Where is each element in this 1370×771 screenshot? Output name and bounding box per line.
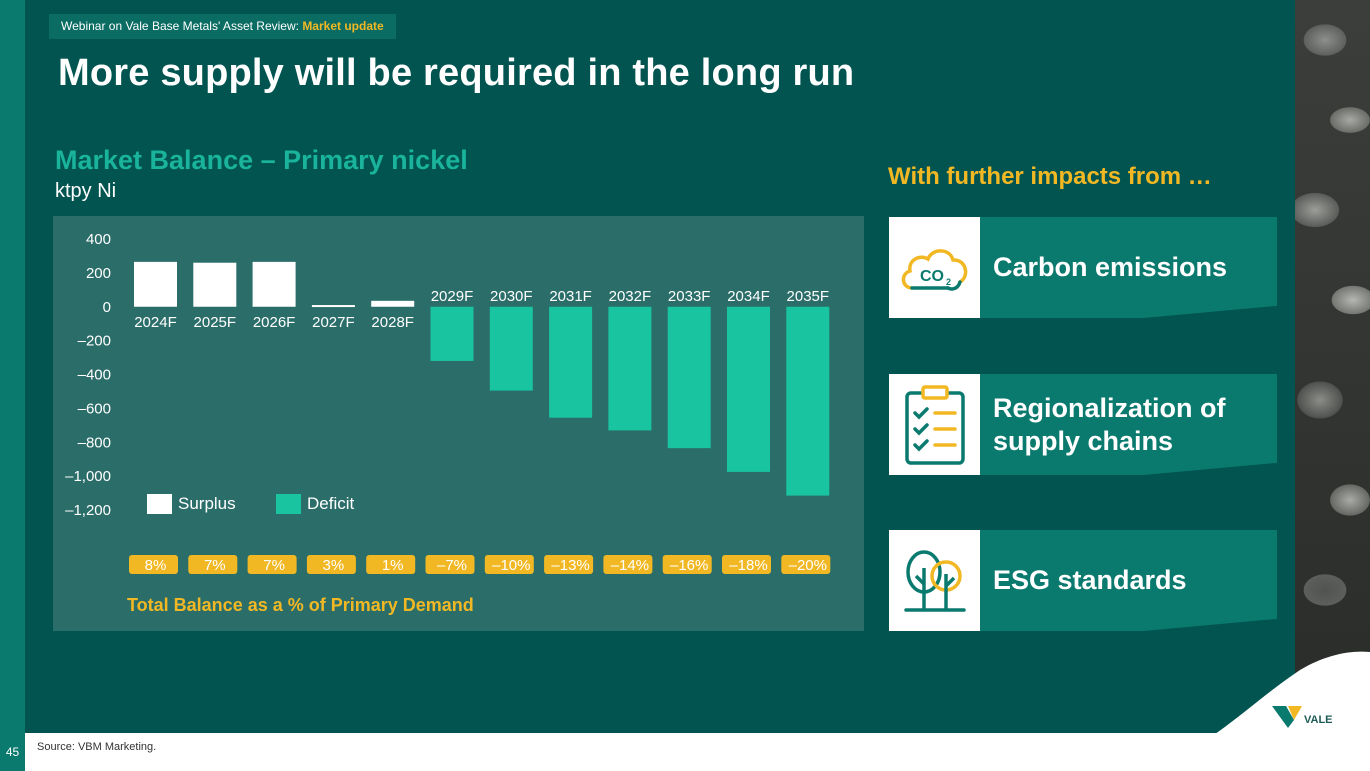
trees-icon (903, 549, 966, 612)
balance-pct-label: 3% (323, 557, 345, 574)
x-tick-label: 2029F (431, 288, 474, 305)
y-tick-label: –1,000 (65, 468, 111, 485)
surplus-bar (134, 261, 177, 307)
surplus-bar (252, 261, 296, 307)
deficit-bar (786, 306, 830, 496)
balance-pct-label: –7% (437, 557, 467, 574)
svg-text:CO: CO (920, 268, 944, 285)
legend-label-surplus: Surplus (178, 494, 236, 513)
balance-pct-label: 8% (145, 557, 167, 574)
legend-swatch-surplus (147, 494, 172, 514)
impact-card-carbon: CO 2 Carbon emissions (889, 217, 1277, 318)
impact-card-esg: ESG standards (889, 530, 1277, 631)
webinar-prefix: Webinar on Vale Base Metals' Asset Revie… (61, 19, 299, 33)
balance-pct-label: 7% (263, 557, 285, 574)
y-tick-label: –400 (78, 367, 111, 384)
x-tick-label: 2034F (727, 288, 770, 305)
y-tick-label: 0 (103, 299, 111, 316)
balance-pct-pill (662, 555, 712, 574)
deficit-bar (608, 306, 652, 431)
bottom-right-curve (1130, 651, 1370, 771)
chart-title: Market Balance – Primary nickel (55, 145, 468, 175)
co2-cloud-icon: CO 2 (901, 248, 967, 291)
balance-pct-label: –16% (670, 557, 708, 574)
x-tick-label: 2024F (134, 314, 177, 331)
balance-pct-title: Total Balance as a % of Primary Demand (127, 595, 474, 615)
balance-pct-pill (722, 555, 771, 574)
impact-label-carbon: Carbon emissions (993, 252, 1228, 282)
balance-pct-label: 7% (204, 557, 226, 574)
y-tick-label: –200 (78, 333, 111, 350)
balance-pct-pill (544, 555, 594, 574)
y-tick-label: –600 (78, 400, 111, 417)
balance-pct-pill (247, 555, 297, 574)
icon-box (889, 530, 980, 631)
impact-card-regionalization: Regionalization of supply chains (889, 374, 1277, 475)
source-note: Source: VBM Marketing. (37, 741, 157, 753)
surplus-bar (311, 305, 355, 308)
vale-logo-text: VALE (1304, 714, 1333, 726)
deficit-bar (549, 306, 593, 418)
balance-pct-pill (188, 555, 238, 574)
deficit-bar (430, 306, 474, 361)
y-tick-label: 200 (86, 265, 111, 282)
balance-pct-pill (781, 555, 831, 574)
balance-pct-pill (603, 555, 653, 574)
icon-box: CO 2 (889, 217, 980, 318)
x-tick-label: 2025F (194, 314, 237, 331)
x-tick-label: 2026F (253, 314, 296, 331)
clipboard-checklist-icon (904, 384, 965, 465)
y-tick-label: –1,200 (65, 502, 111, 519)
x-tick-label: 2031F (549, 288, 592, 305)
legend-label-deficit: Deficit (307, 494, 355, 513)
surplus-bar (193, 262, 237, 307)
x-tick-label: 2035F (787, 288, 830, 305)
balance-pct-label: –20% (789, 557, 827, 574)
deficit-bar (727, 306, 770, 472)
legend-swatch-deficit (276, 494, 301, 514)
balance-pct-pill (306, 555, 356, 574)
icon-box (889, 374, 980, 475)
chart-unit: ktpy Ni (55, 180, 117, 202)
vale-logo-icon (1272, 706, 1302, 728)
balance-pct-pill (425, 555, 475, 574)
deficit-bar (489, 306, 533, 391)
label-box: ESG standards (980, 530, 1277, 631)
balance-pct-pill (484, 555, 534, 574)
svg-text:2: 2 (946, 277, 951, 287)
balance-pct-label: 1% (382, 557, 404, 574)
nickel-rocks-image (1295, 0, 1370, 733)
balance-pct-pill (129, 555, 178, 574)
y-tick-label: 400 (86, 231, 111, 248)
impact-label-regionalization: Regionalization of supply chains (993, 392, 1226, 456)
x-tick-label: 2032F (609, 288, 652, 305)
market-balance-chart: 400 200 0 –200 –400 –600 –800 –1,000 –1,200 2024F… (65, 231, 831, 615)
y-tick-label: –800 (78, 434, 111, 451)
surplus-bar (371, 300, 415, 307)
deficit-bar (667, 306, 711, 449)
left-accent-strip (0, 0, 25, 771)
page-title: More supply will be required in the long… (58, 52, 855, 94)
impact-label-esg: ESG standards (993, 565, 1187, 595)
x-tick-label: 2028F (371, 314, 414, 331)
x-tick-label: 2030F (490, 288, 533, 305)
balance-pct-label: –13% (551, 557, 589, 574)
x-tick-label: 2033F (668, 288, 711, 305)
webinar-tag: Webinar on Vale Base Metals' Asset Revie… (49, 14, 396, 39)
page-number: 45 (5, 745, 20, 759)
label-box: Carbon emissions (980, 217, 1277, 318)
balance-pct-label: –10% (492, 557, 530, 574)
impacts-heading: With further impacts from … (888, 163, 1212, 190)
webinar-highlight: Market update (302, 19, 384, 33)
balance-pct-label: –18% (729, 557, 767, 574)
balance-pct-label: –14% (611, 557, 649, 574)
x-tick-label: 2027F (312, 314, 355, 331)
balance-pct-pill (366, 555, 416, 574)
label-box: Regionalization of supply chains (980, 374, 1277, 475)
